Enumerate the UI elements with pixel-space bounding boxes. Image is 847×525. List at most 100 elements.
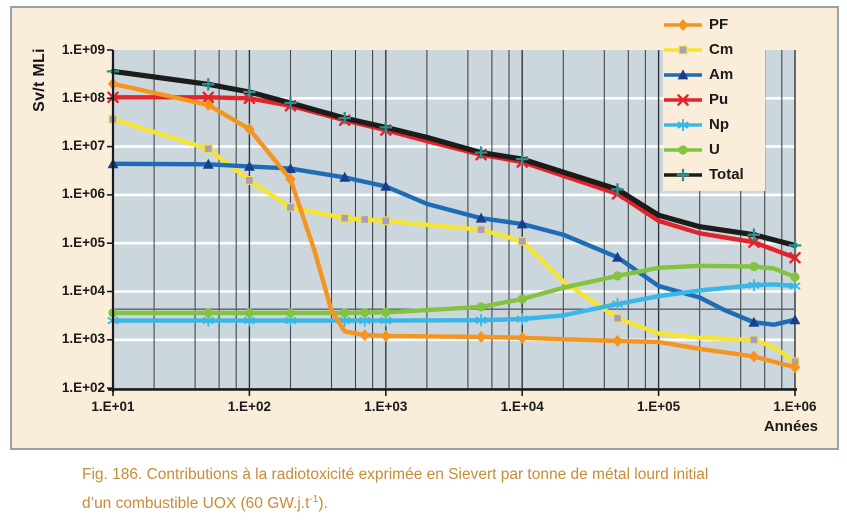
series-markers-U bbox=[108, 261, 800, 318]
triangle-marker bbox=[677, 68, 689, 79]
y-tick-label: 1.E+04 bbox=[61, 283, 105, 298]
diamond-marker bbox=[789, 361, 801, 374]
triangle-marker bbox=[612, 251, 623, 262]
legend-item-total: Total bbox=[663, 162, 765, 187]
square-marker bbox=[613, 313, 622, 323]
x-axis-title: Années bbox=[763, 418, 818, 435]
diamond-marker bbox=[244, 123, 255, 136]
series-markers-Np bbox=[107, 279, 801, 327]
x-marker bbox=[789, 251, 801, 264]
triangle-marker bbox=[475, 212, 487, 223]
asterisk-marker bbox=[475, 314, 487, 327]
x-tick-label: 1.E+05 bbox=[637, 399, 681, 414]
legend-swatch-cm bbox=[664, 45, 702, 54]
series-markers-PF bbox=[107, 77, 801, 374]
legend-swatch-np bbox=[664, 118, 702, 131]
plus-marker bbox=[516, 152, 529, 166]
triangle-marker bbox=[202, 158, 214, 169]
diamond-marker bbox=[203, 98, 214, 111]
caption-superscript: -1 bbox=[309, 493, 319, 505]
x-tick-label: 1.E+03 bbox=[364, 399, 408, 414]
triangle-marker bbox=[339, 171, 351, 182]
circle-marker bbox=[360, 308, 370, 318]
asterisk-marker bbox=[516, 312, 528, 326]
circle-marker bbox=[381, 307, 391, 317]
legend-item-pu: Pu bbox=[663, 87, 765, 112]
circle-marker bbox=[517, 294, 527, 304]
legend-swatch-total bbox=[664, 168, 702, 181]
square-marker bbox=[749, 335, 759, 345]
diamond-marker bbox=[359, 329, 370, 342]
diamond-marker bbox=[748, 350, 760, 363]
y-tick-label: 1.E+05 bbox=[61, 234, 105, 250]
figure-box: Sv/t MLi Années PF Cm Am Pu Np U Total 1.E+09 1… bbox=[10, 6, 839, 450]
diamond-marker bbox=[612, 334, 623, 347]
plus-marker bbox=[379, 121, 392, 134]
series-line-Pu bbox=[110, 95, 798, 260]
plus-marker bbox=[338, 111, 351, 125]
square-marker bbox=[286, 202, 295, 212]
series-line-U bbox=[110, 263, 798, 316]
plus-marker bbox=[676, 168, 690, 181]
series-line-Total bbox=[110, 68, 798, 248]
y-tick-label: 1.E+08 bbox=[61, 89, 105, 105]
square-marker bbox=[360, 215, 370, 224]
circle-marker bbox=[790, 272, 800, 282]
legend-label-cm: Cm bbox=[709, 41, 734, 58]
series-line-Cm bbox=[110, 116, 798, 364]
x-tick-label: 1.E+01 bbox=[91, 399, 135, 414]
series-line-Np bbox=[110, 282, 798, 323]
square-marker bbox=[678, 45, 688, 54]
plus-marker bbox=[243, 85, 256, 99]
legend-item-cm: Cm bbox=[663, 37, 765, 62]
triangle-marker bbox=[285, 163, 296, 173]
diamond-marker bbox=[380, 330, 391, 342]
asterisk-marker bbox=[748, 279, 760, 292]
legend-item-pf: PF bbox=[663, 12, 765, 37]
legend-label-np: Np bbox=[709, 116, 729, 133]
plus-marker bbox=[284, 96, 297, 110]
legend-label-total: Total bbox=[709, 166, 744, 183]
legend-label-pf: PF bbox=[709, 16, 729, 33]
x-tick-label: 1.E+02 bbox=[227, 399, 271, 414]
series-line-PF bbox=[110, 81, 798, 370]
square-marker bbox=[244, 175, 254, 185]
plus-marker bbox=[611, 183, 624, 196]
triangle-marker bbox=[748, 316, 760, 327]
diamond-marker bbox=[475, 330, 487, 343]
y-tick-label: 1.E+09 bbox=[61, 41, 105, 57]
square-marker bbox=[340, 213, 350, 223]
y-tick-label: 1.E+06 bbox=[61, 186, 105, 202]
y-tick-label: 1.E+03 bbox=[61, 331, 105, 347]
legend-swatch-am bbox=[664, 68, 702, 79]
circle-marker bbox=[678, 144, 688, 155]
circle-marker bbox=[203, 308, 213, 318]
legend-swatch-pf bbox=[664, 18, 702, 31]
caption-line2: d’un combustible UOX (60 GW.j.t-1). bbox=[82, 493, 328, 512]
legend-swatch-u bbox=[664, 144, 702, 155]
circle-marker bbox=[612, 271, 623, 281]
series-markers-Cm bbox=[108, 114, 800, 367]
x-marker bbox=[677, 93, 689, 106]
x-tick-label: 1.E+06 bbox=[773, 399, 817, 414]
x-marker bbox=[202, 91, 215, 104]
square-marker bbox=[517, 236, 527, 246]
circle-marker bbox=[476, 302, 486, 312]
diamond-marker bbox=[285, 173, 296, 186]
triangle-marker bbox=[244, 160, 255, 171]
triangle-marker bbox=[380, 180, 392, 191]
asterisk-marker bbox=[380, 314, 392, 327]
legend-label-u: U bbox=[709, 141, 720, 158]
circle-marker bbox=[749, 261, 759, 272]
legend-swatch-pu bbox=[664, 93, 702, 106]
series-markers-Am bbox=[107, 158, 801, 327]
caption-line1: Fig. 186. Contributions à la radiotoxici… bbox=[82, 466, 709, 483]
triangle-marker bbox=[516, 218, 528, 229]
square-marker bbox=[381, 216, 391, 226]
square-marker bbox=[203, 144, 213, 154]
x-marker bbox=[748, 236, 760, 248]
y-tick-label: 1.E+02 bbox=[61, 379, 105, 395]
plus-marker bbox=[202, 78, 215, 91]
asterisk-marker bbox=[677, 118, 689, 131]
